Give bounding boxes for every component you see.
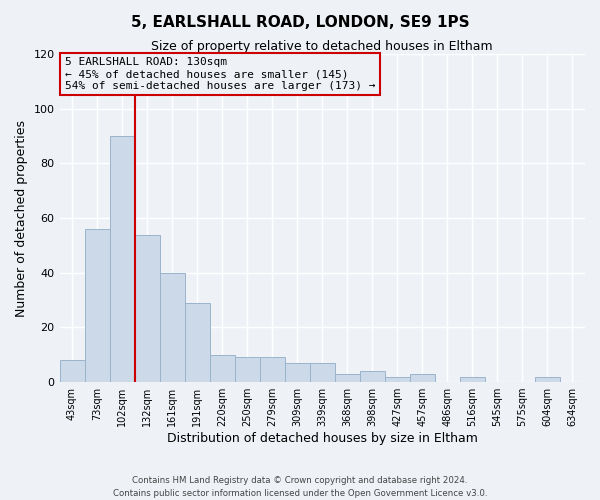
Bar (85, 229, 110, 382)
Bar (410, 374, 435, 382)
Bar (185, 303, 209, 382)
Y-axis label: Number of detached properties: Number of detached properties (15, 120, 28, 316)
Bar (260, 358, 285, 382)
Bar (460, 376, 485, 382)
Bar (110, 136, 134, 382)
Bar (360, 371, 385, 382)
X-axis label: Distribution of detached houses by size in Eltham: Distribution of detached houses by size … (167, 432, 478, 445)
Bar (235, 358, 260, 382)
Bar (134, 234, 160, 382)
Bar (285, 363, 310, 382)
Bar (335, 374, 360, 382)
Text: 5 EARLSHALL ROAD: 130sqm
← 45% of detached houses are smaller (145)
54% of semi-: 5 EARLSHALL ROAD: 130sqm ← 45% of detach… (65, 58, 375, 90)
Bar (59, 360, 85, 382)
Bar (310, 363, 335, 382)
Bar (385, 376, 410, 382)
Title: Size of property relative to detached houses in Eltham: Size of property relative to detached ho… (151, 40, 493, 53)
Bar (160, 273, 185, 382)
Text: Contains HM Land Registry data © Crown copyright and database right 2024.
Contai: Contains HM Land Registry data © Crown c… (113, 476, 487, 498)
Text: 5, EARLSHALL ROAD, LONDON, SE9 1PS: 5, EARLSHALL ROAD, LONDON, SE9 1PS (131, 15, 469, 30)
Bar (209, 355, 235, 382)
Bar (535, 376, 560, 382)
